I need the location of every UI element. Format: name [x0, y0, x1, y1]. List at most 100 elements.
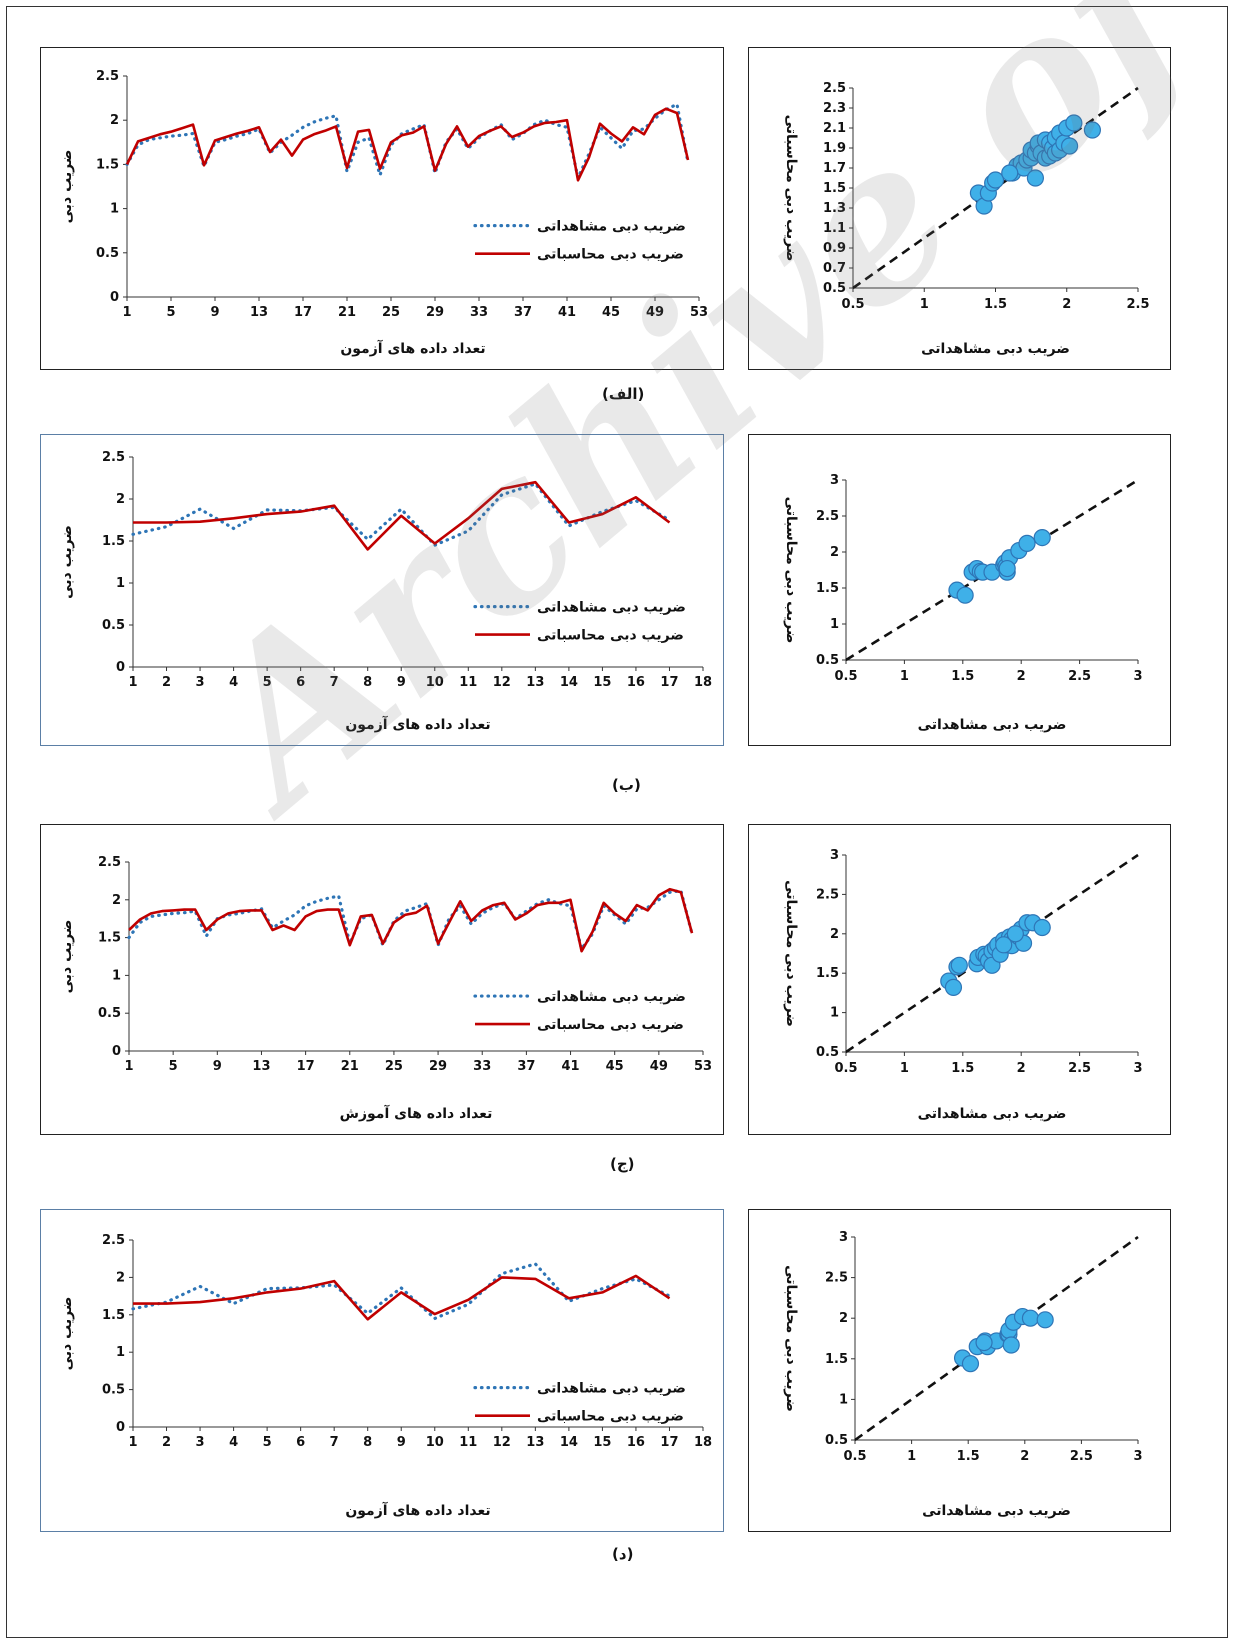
observed-series-line: [125, 101, 690, 183]
y-tick-label: 2: [110, 113, 119, 128]
scatter-point: [950, 956, 968, 974]
scatter-point: [1006, 925, 1024, 943]
x-tick-label: 7: [330, 675, 339, 690]
line-chart-1: 0 0.5 1 1.5 2 2.5 1 5 9 13 17 21 25 29 33 37 41 45 49 53 تعد…: [40, 47, 724, 370]
computed-series-line: [128, 887, 694, 953]
scatter-point: [956, 586, 974, 604]
x-tick-label: 3: [1133, 669, 1142, 684]
x-tick-label: 2.5: [1068, 669, 1091, 684]
x-tick-label: 21: [338, 305, 356, 320]
x-axis-title: ضریب دبی مشاهداتی: [918, 1106, 1067, 1122]
x-tick-label: 1: [900, 1061, 909, 1076]
x-tick-label: 45: [602, 305, 620, 320]
y-tick-label: 1.3: [823, 201, 846, 216]
line-chart-3: 0 0.5 1 1.5 2 2.5 1 5 9 13 17 21 25 29 33 37 41 45 49 53 تعد…: [40, 824, 724, 1135]
y-tick-label: 2.5: [823, 81, 846, 96]
x-tick-label: 25: [382, 305, 400, 320]
x-tick-label: 18: [694, 675, 712, 690]
x-tick-label: 14: [560, 675, 578, 690]
identity-line: [845, 853, 1139, 1054]
observed-series-line: [131, 482, 672, 548]
x-tick-label: 13: [526, 1435, 544, 1450]
x-tick-label: 0.5: [834, 669, 857, 684]
x-tick-label: 1: [907, 1449, 916, 1464]
scatter-point: [961, 1355, 980, 1373]
x-tick-label: 6: [296, 675, 305, 690]
x-tick-label: 3: [196, 1435, 205, 1450]
observed-series-line: [131, 1262, 672, 1321]
y-tick-label: 2.5: [102, 1233, 125, 1248]
y-tick-label: 1.5: [102, 1308, 125, 1323]
y-tick-label: 2: [830, 545, 839, 560]
y-tick-label: 0.5: [825, 1433, 848, 1448]
y-tick-label: 3: [830, 848, 839, 863]
x-tick-label: 13: [526, 675, 544, 690]
scatter-point: [1001, 164, 1019, 182]
legend-label: ضریب دبی محاسباتی: [537, 1409, 684, 1425]
y-tick-label: 2.5: [102, 450, 125, 465]
y-tick-label: 1.5: [816, 581, 839, 596]
y-tick-label: 0.5: [102, 1383, 125, 1398]
x-tick-label: 33: [473, 1059, 491, 1074]
x-tick-label: 4: [229, 1435, 238, 1450]
x-tick-label: 25: [385, 1059, 403, 1074]
scatter-point: [1036, 1311, 1054, 1329]
x-axis-title: ضریب دبی مشاهداتی: [922, 1503, 1071, 1519]
scatter-point: [1065, 114, 1083, 132]
y-tick-label: 1.9: [823, 141, 846, 156]
x-tick-label: 5: [263, 675, 272, 690]
x-tick-label: 3: [1133, 1449, 1142, 1464]
x-tick-label: 12: [493, 675, 511, 690]
x-tick-label: 18: [694, 1435, 712, 1450]
x-tick-label: 2: [162, 1435, 171, 1450]
y-tick-label: 1: [112, 968, 121, 983]
x-tick-label: 53: [694, 1059, 712, 1074]
y-tick-label: 2: [839, 1311, 848, 1326]
y-tick-label: 1.1: [823, 221, 846, 236]
x-tick-label: 9: [397, 675, 406, 690]
x-tick-label: 0.5: [834, 1061, 857, 1076]
x-tick-label: 13: [252, 1059, 270, 1074]
scatter-chart-4: 0.5 1 1.5 2 2.5 3 0.5 1 1.5 2 2.5 3 ضریب دبی مشاهدات…: [748, 1209, 1171, 1532]
y-axis-title: ضریب دبی: [59, 150, 75, 224]
x-axis-title: ضریب دبی مشاهداتی: [918, 717, 1067, 733]
y-tick-label: 0.9: [823, 241, 846, 256]
y-axis-title: ضریب دبی محاسباتی: [783, 880, 799, 1027]
x-tick-label: 17: [660, 1435, 678, 1450]
y-tick-label: 2: [112, 893, 121, 908]
x-tick-label: 33: [470, 305, 488, 320]
scatter-chart-3-svg: 0.5 1 1.5 2 2.5 3 0.5 1 1.5 2 2.5 3 ضریب دبی مشاهدات…: [783, 848, 1143, 1122]
panel-caption: (د): [612, 1545, 634, 1563]
x-tick-label: 41: [558, 305, 576, 320]
y-tick-label: 0: [116, 660, 125, 675]
scatter-point: [1018, 534, 1036, 552]
x-tick-label: 1: [920, 297, 929, 312]
x-tick-label: 5: [263, 1435, 272, 1450]
y-tick-label: 1: [116, 1345, 125, 1360]
scatter-chart-2-svg: 0.5 1 1.5 2 2.5 3 0.5 1 1.5 2 2.5 3 ضریب دبی مشاهدات…: [783, 473, 1143, 733]
y-axis-title: ضریب دبی محاسباتی: [783, 497, 799, 644]
x-tick-label: 11: [459, 675, 477, 690]
observed-series-line: [127, 888, 694, 953]
x-tick-label: 1.5: [957, 1449, 980, 1464]
x-tick-label: 0.5: [841, 297, 864, 312]
legend-label: ضریب دبی محاسباتی: [537, 628, 684, 644]
x-axis-title: تعداد داده های آموزش: [340, 1104, 493, 1122]
panel-caption: (ج): [610, 1155, 635, 1173]
x-tick-label: 29: [426, 305, 444, 320]
legend-label: ضریب دبی مشاهداتی: [537, 1381, 686, 1397]
x-tick-label: 2: [1062, 297, 1071, 312]
y-tick-label: 0.5: [102, 618, 125, 633]
y-axis-title: ضریب دبی محاسباتی: [783, 115, 799, 262]
x-tick-label: 3: [196, 675, 205, 690]
y-tick-label: 0.7: [823, 261, 846, 276]
y-tick-label: 0.5: [823, 281, 846, 296]
scatter-point: [995, 936, 1013, 954]
x-axis-title: تعداد داده های آزمون: [340, 339, 485, 357]
line-chart-2: 0 0.5 1 1.5 2 2.5 1 2 3 4 5 6 7 8 9 10 11 12 13 14 15 16 17 18 ت…: [40, 434, 724, 746]
x-tick-label: 16: [627, 675, 645, 690]
x-axis-title: ضریب دبی مشاهداتی: [921, 341, 1070, 357]
x-tick-label: 29: [429, 1059, 447, 1074]
x-tick-label: 9: [210, 305, 219, 320]
x-tick-label: 14: [560, 1435, 578, 1450]
